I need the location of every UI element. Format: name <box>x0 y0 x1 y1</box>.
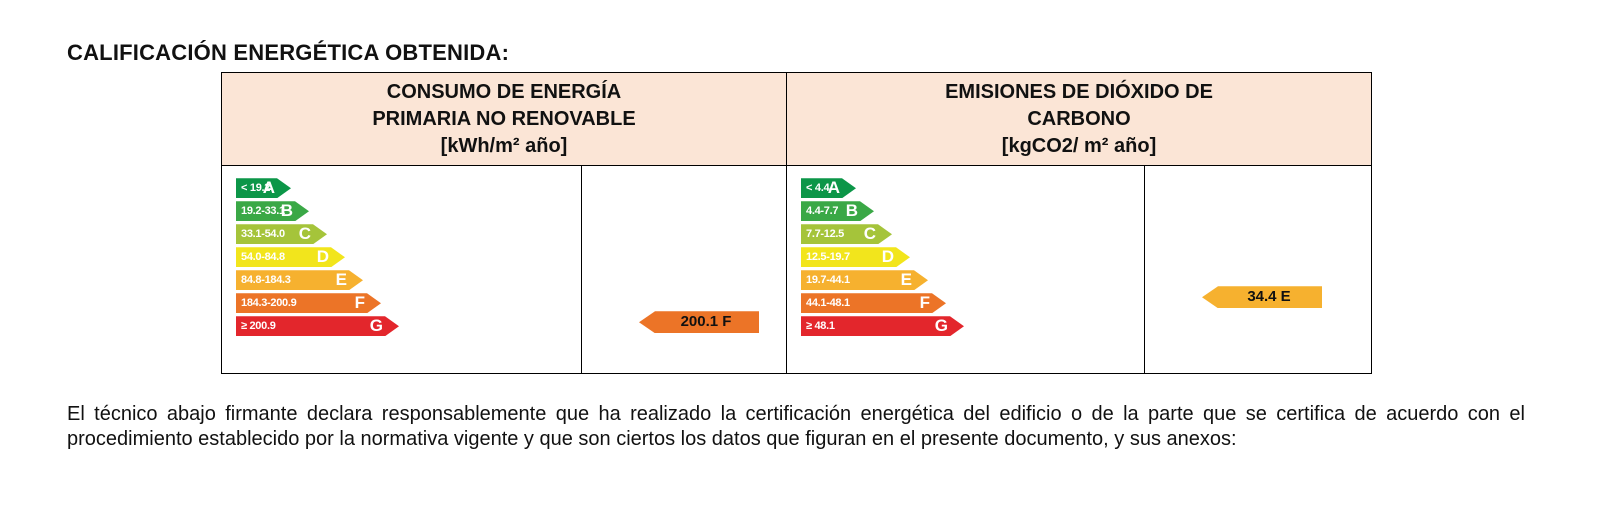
rating-letter: A <box>827 178 840 198</box>
rating-letter: E <box>335 270 347 290</box>
header-line: CARBONO <box>1027 107 1131 130</box>
rating-bar-d: 12.5-19.7 D <box>801 247 910 267</box>
rating-letter: C <box>298 224 311 244</box>
co2-scale-cell: < 4.4 A 4.4-7.7 B 7.7-12.5 C 12.5-19.7 D 19.7-44… <box>786 165 1145 374</box>
rating-range: ≥ 200.9 <box>241 320 276 333</box>
rating-range: 4.4-7.7 <box>806 205 839 218</box>
co2-emissions-header: EMISIONES DE DIÓXIDO DE CARBONO [kgCO2/ … <box>785 71 1373 167</box>
rating-letter: B <box>280 201 293 221</box>
energy-rating-indicator: 200.1 F <box>639 311 759 334</box>
rating-letter: C <box>863 224 876 244</box>
energy-scale-cell: < 19.2 A 19.2-33.1 B 33.1-54.0 C 54.0-84.8 D 84.… <box>221 165 582 374</box>
rating-letter: F <box>919 293 930 313</box>
rating-bar-b: 4.4-7.7 B <box>801 201 874 221</box>
rating-bar-a: < 4.4 A <box>801 178 856 198</box>
rating-range: 33.1-54.0 <box>241 228 285 241</box>
rating-bar-f: 184.3-200.9 F <box>236 293 381 313</box>
section-heading: CALIFICACIÓN ENERGÉTICA OBTENIDA: <box>67 40 510 65</box>
energy-consumption-header: CONSUMO DE ENERGÍA PRIMARIA NO RENOVABLE… <box>221 71 787 167</box>
rating-bar-c: 7.7-12.5 C <box>801 224 892 244</box>
header-unit: [kgCO2/ m² año] <box>1001 134 1157 157</box>
header-line: CONSUMO DE ENERGÍA <box>386 80 622 103</box>
rating-range: 12.5-19.7 <box>806 251 850 264</box>
energy-rating-scale: < 19.2 A 19.2-33.1 B 33.1-54.0 C 54.0-84.8 D 84.… <box>236 178 399 339</box>
header-unit: [kWh/m² año] <box>440 134 568 157</box>
co2-result-cell: 34.4 E <box>1143 165 1373 374</box>
co2-rating-indicator: 34.4 E <box>1202 286 1322 309</box>
rating-bar-b: 19.2-33.1 B <box>236 201 309 221</box>
energy-rating-table: CONSUMO DE ENERGÍA PRIMARIA NO RENOVABLE… <box>221 71 1373 374</box>
co2-rating-scale: < 4.4 A 4.4-7.7 B 7.7-12.5 C 12.5-19.7 D 19.7-44… <box>801 178 964 339</box>
header-line: PRIMARIA NO RENOVABLE <box>372 107 636 130</box>
rating-letter: D <box>316 247 329 267</box>
rating-letter: E <box>900 270 912 290</box>
rating-letter: G <box>369 316 383 336</box>
rating-letter: B <box>845 201 858 221</box>
rating-bar-e: 84.8-184.3 E <box>236 270 363 290</box>
rating-range: ≥ 48.1 <box>806 320 835 333</box>
rating-bar-d: 54.0-84.8 D <box>236 247 345 267</box>
rating-bar-g: ≥ 200.9 G <box>236 316 399 336</box>
rating-bar-g: ≥ 48.1 G <box>801 316 964 336</box>
rating-letter: A <box>262 178 275 198</box>
declaration-text: El técnico abajo firmante declara respon… <box>67 403 1525 450</box>
rating-range: 54.0-84.8 <box>241 251 285 264</box>
header-line: EMISIONES DE DIÓXIDO DE <box>945 80 1213 103</box>
rating-range: < 4.4 <box>806 182 830 195</box>
energy-result-cell: 200.1 F <box>581 165 787 374</box>
rating-range: < 19.2 <box>241 182 271 195</box>
rating-letter: D <box>881 247 894 267</box>
rating-range: 84.8-184.3 <box>241 274 291 287</box>
rating-bar-c: 33.1-54.0 C <box>236 224 327 244</box>
rating-range: 19.7-44.1 <box>806 274 850 287</box>
rating-bar-a: < 19.2 A <box>236 178 291 198</box>
rating-bar-e: 19.7-44.1 E <box>801 270 928 290</box>
rating-range: 7.7-12.5 <box>806 228 844 241</box>
rating-range: 184.3-200.9 <box>241 297 297 310</box>
rating-range: 19.2-33.1 <box>241 205 285 218</box>
rating-bar-f: 44.1-48.1 F <box>801 293 946 313</box>
rating-letter: F <box>354 293 365 313</box>
rating-letter: G <box>934 316 948 336</box>
rating-range: 44.1-48.1 <box>806 297 850 310</box>
